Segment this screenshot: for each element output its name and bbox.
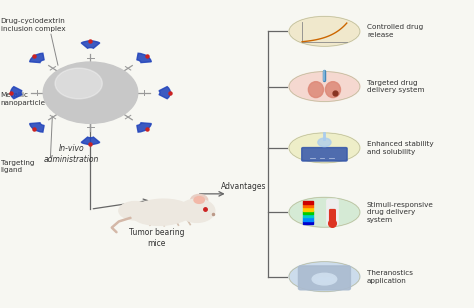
Text: Enhanced stability
and solubility: Enhanced stability and solubility xyxy=(367,141,434,155)
Ellipse shape xyxy=(289,197,360,227)
Text: Advantages: Advantages xyxy=(221,182,267,191)
Ellipse shape xyxy=(312,273,337,285)
Text: Drug-cyclodextrin
inclusion complex: Drug-cyclodextrin inclusion complex xyxy=(0,18,65,32)
Ellipse shape xyxy=(318,138,331,147)
Bar xyxy=(303,217,313,221)
Circle shape xyxy=(43,62,138,123)
Ellipse shape xyxy=(289,16,360,46)
FancyBboxPatch shape xyxy=(302,148,347,161)
Bar xyxy=(303,204,313,207)
Ellipse shape xyxy=(309,82,323,98)
FancyBboxPatch shape xyxy=(329,209,335,223)
FancyBboxPatch shape xyxy=(327,199,338,225)
Wedge shape xyxy=(159,87,170,99)
Circle shape xyxy=(55,68,102,99)
Circle shape xyxy=(179,199,215,222)
Bar xyxy=(303,207,313,211)
Ellipse shape xyxy=(325,82,340,98)
Bar xyxy=(303,201,313,204)
Wedge shape xyxy=(30,53,44,63)
Text: Targeting
ligand: Targeting ligand xyxy=(0,160,34,173)
FancyBboxPatch shape xyxy=(299,266,350,290)
Text: Controlled drug
release: Controlled drug release xyxy=(367,24,423,38)
Text: Tumor bearing
mice: Tumor bearing mice xyxy=(129,228,184,248)
Text: In-vivo
administration: In-vivo administration xyxy=(44,144,99,164)
Text: Theranostics
application: Theranostics application xyxy=(367,270,413,284)
Ellipse shape xyxy=(119,201,152,220)
Wedge shape xyxy=(10,87,22,99)
Text: Targeted drug
delivery system: Targeted drug delivery system xyxy=(367,80,425,93)
Wedge shape xyxy=(30,123,44,132)
Wedge shape xyxy=(81,137,100,144)
Text: Stimuli-responsive
drug delivery
system: Stimuli-responsive drug delivery system xyxy=(367,201,434,223)
Ellipse shape xyxy=(289,133,360,163)
Wedge shape xyxy=(137,123,151,132)
Ellipse shape xyxy=(131,199,192,225)
Wedge shape xyxy=(137,53,151,63)
Circle shape xyxy=(191,194,208,205)
Wedge shape xyxy=(81,41,100,48)
Bar xyxy=(303,221,313,224)
Bar xyxy=(303,211,313,214)
Bar xyxy=(303,214,313,217)
Ellipse shape xyxy=(289,262,360,292)
Circle shape xyxy=(194,197,204,203)
Ellipse shape xyxy=(289,71,360,102)
Ellipse shape xyxy=(316,277,333,281)
Text: Metallic
nanoparticle: Metallic nanoparticle xyxy=(0,92,46,106)
